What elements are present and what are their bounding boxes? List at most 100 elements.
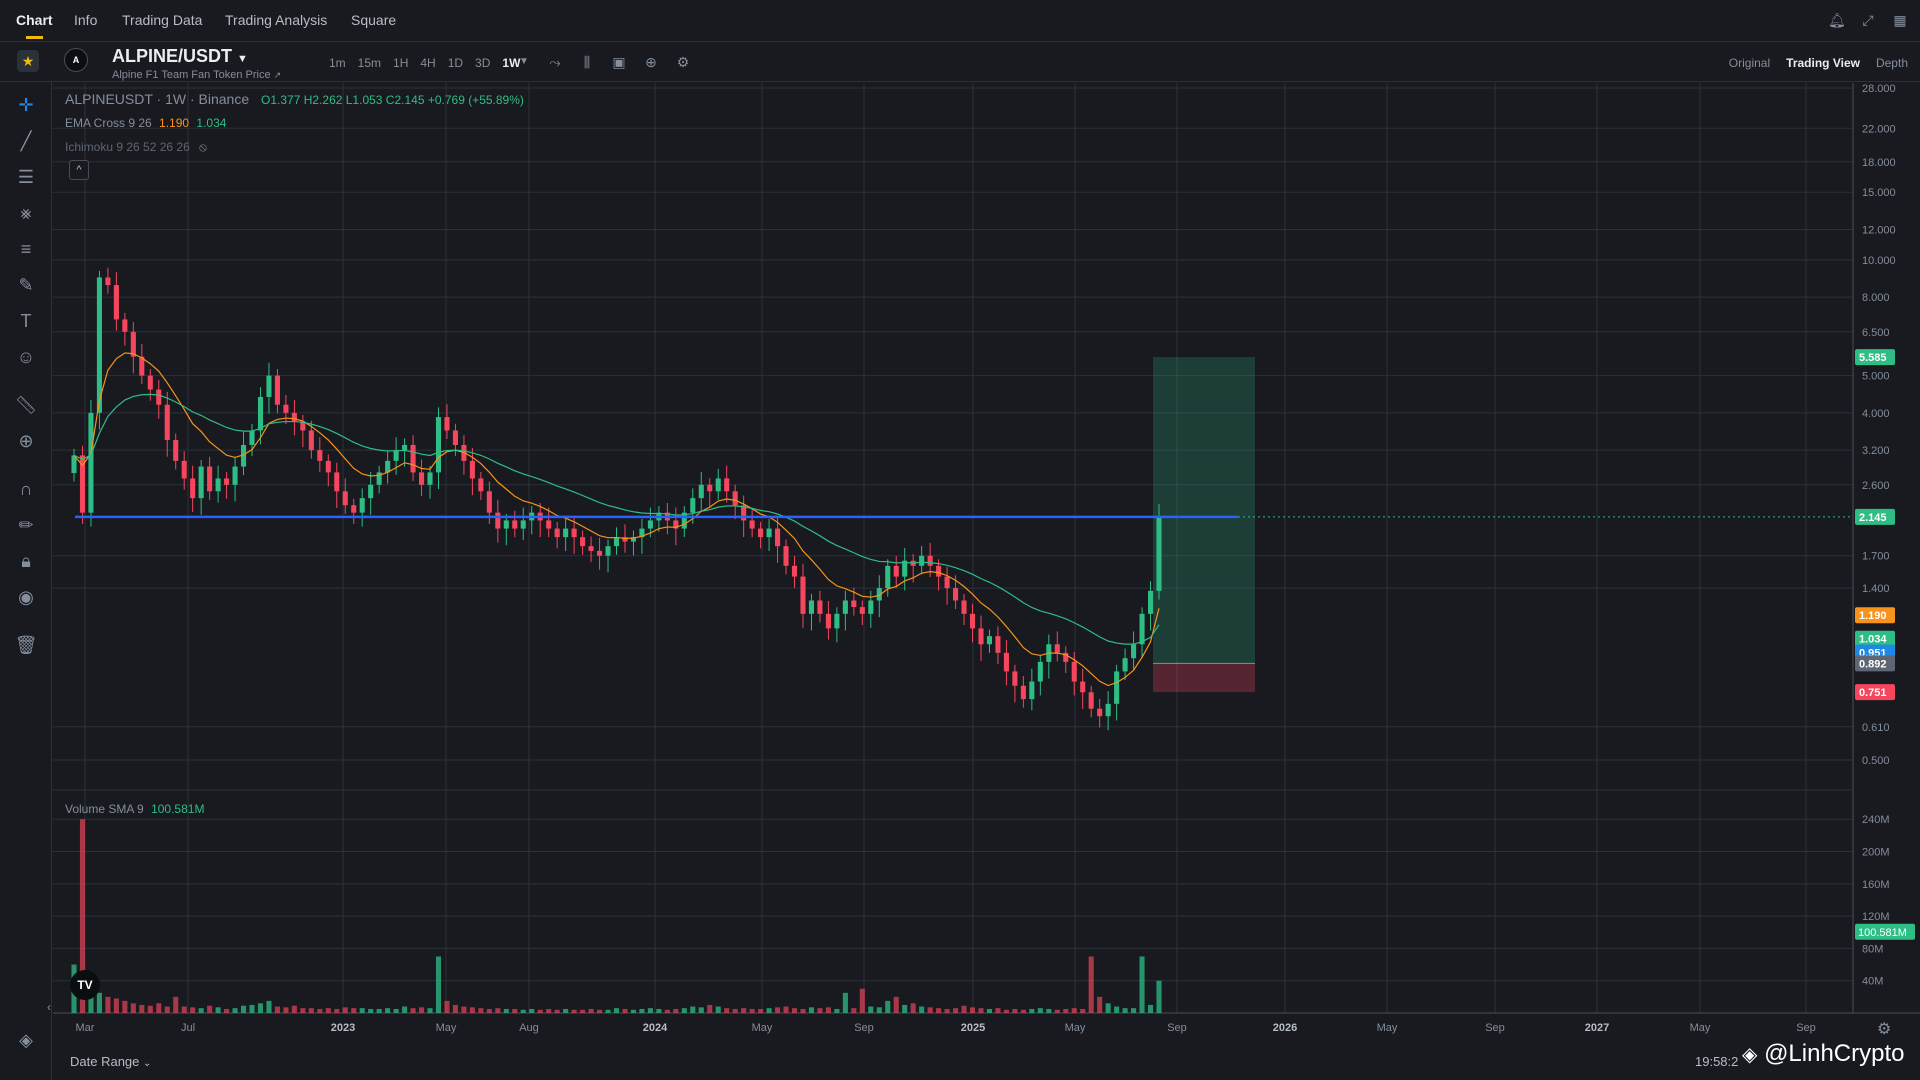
symbol-legend: ALPINEUSDT · 1W · Binance: [65, 91, 250, 107]
price-label-box: [1855, 349, 1895, 366]
time-tick-label: Sep: [854, 1022, 874, 1034]
volume-bar: [580, 1009, 586, 1013]
hidden-eye-icon[interactable]: ⦸: [199, 140, 207, 154]
interval-1w[interactable]: 1W: [502, 56, 521, 70]
volume-bar: [571, 1009, 577, 1013]
magnet-icon[interactable]: ∩: [19, 479, 33, 499]
interval-1h[interactable]: 1H: [393, 56, 409, 70]
volume-bar: [639, 1008, 645, 1013]
volume-bar: [851, 1008, 857, 1013]
candle-body: [173, 439, 179, 461]
volume-bar: [698, 1007, 704, 1013]
volume-bar: [1020, 1009, 1026, 1013]
candle-body: [1037, 661, 1043, 682]
trash-icon[interactable]: 🗑︎: [14, 635, 38, 655]
interval-1d[interactable]: 1D: [447, 56, 464, 70]
price-tick-label: 0.500: [1862, 755, 1890, 767]
tab-trading-analysis[interactable]: Trading Analysis: [225, 12, 328, 28]
brush-icon[interactable]: ✎: [18, 275, 34, 295]
date-range-button[interactable]: Date Range ⌄: [70, 1054, 151, 1069]
emoji-icon[interactable]: ☺: [16, 347, 36, 367]
candle-body: [427, 472, 433, 485]
tab-trading-data[interactable]: Trading Data: [122, 12, 203, 28]
volume-bar: [334, 1008, 340, 1013]
volume-tick-label: 80M: [1862, 943, 1883, 955]
volume-bar: [291, 1005, 297, 1013]
collapse-icon[interactable]: ⤢: [1862, 12, 1874, 28]
settings-icon[interactable]: ⚙: [676, 54, 690, 70]
tab-chart[interactable]: Chart: [16, 12, 53, 39]
volume-bar: [800, 1008, 806, 1013]
volume-bar: [1122, 1008, 1128, 1013]
fib-icon[interactable]: ≡: [20, 239, 32, 259]
horizontal-lines-icon[interactable]: ☰: [17, 167, 35, 187]
view-trading-view[interactable]: Trading View: [1786, 56, 1860, 70]
ema-legend[interactable]: EMA Cross 9 26 1.190 1.034: [65, 116, 226, 130]
view-original[interactable]: Original: [1728, 56, 1771, 70]
crosshair-icon[interactable]: ✛: [18, 95, 34, 115]
lock-drawing-icon[interactable]: ✏: [18, 515, 34, 535]
volume-bar: [673, 1008, 679, 1013]
view-depth[interactable]: Depth: [1875, 56, 1908, 70]
candle-body: [1012, 671, 1018, 686]
ema-label: EMA Cross 9 26: [65, 116, 152, 130]
volume-bar: [325, 1008, 331, 1013]
candle-body: [1147, 590, 1154, 614]
tab-square[interactable]: Square: [351, 12, 397, 28]
volume-bar: [936, 1008, 942, 1013]
layout-grid-icon[interactable]: ▦: [1893, 12, 1907, 28]
tab-info[interactable]: Info: [74, 12, 98, 28]
interval-1m[interactable]: 1m: [329, 56, 346, 70]
layers-icon[interactable]: ◈: [19, 1030, 33, 1050]
view-selector: Original Trading View Depth: [1729, 56, 1908, 70]
lock-icon[interactable]: 🔒︎: [21, 551, 31, 571]
candle-body: [986, 636, 993, 645]
zoom-in-icon[interactable]: ⊕: [18, 431, 34, 451]
volume-bar: [495, 1008, 501, 1013]
ruler-icon[interactable]: 📏︎: [14, 395, 38, 415]
candle-body: [1156, 516, 1162, 591]
volume-bar: [1139, 956, 1145, 1013]
ichimoku-legend[interactable]: Ichimoku 9 26 52 26 26 ⦸: [65, 140, 207, 155]
interval-dropdown-icon[interactable]: ▼: [519, 56, 529, 67]
eye-icon[interactable]: ◉: [18, 587, 34, 607]
add-indicator-icon[interactable]: ⊕: [645, 54, 657, 70]
time-tick-label: 2026: [1273, 1022, 1297, 1034]
main-legend[interactable]: ALPINEUSDT · 1W · Binance O1.377 H2.262 …: [65, 91, 524, 107]
interval-4h[interactable]: 4H: [420, 56, 436, 70]
scroll-left-icon[interactable]: ‹: [47, 1000, 51, 1014]
volume-bar: [1046, 1008, 1052, 1013]
time-tick-label: Jul: [181, 1022, 195, 1034]
volume-bar: [613, 1008, 620, 1013]
pair-subtitle[interactable]: Alpine F1 Team Fan Token Price ↗: [112, 69, 281, 81]
volume-bar: [520, 1009, 526, 1013]
interval-15m[interactable]: 15m: [357, 56, 382, 70]
camera-icon[interactable]: ▣: [612, 54, 626, 70]
caret-down-icon: ▼: [237, 53, 248, 65]
symbol-selector[interactable]: ALPINE/USDT ▼: [112, 46, 248, 67]
volume-bar: [190, 1007, 196, 1013]
candle-body: [156, 389, 162, 405]
axis-settings-icon[interactable]: ⚙: [1877, 1021, 1892, 1038]
price-tick-label: 18.000: [1862, 157, 1896, 169]
volume-label-box: [1855, 923, 1915, 940]
favorite-star-icon[interactable]: ★: [17, 50, 39, 72]
trendline-icon[interactable]: ╱: [20, 131, 32, 151]
candle-type-icon[interactable]: ⫼: [583, 54, 591, 70]
candle-body: [639, 528, 645, 538]
text-tool-icon[interactable]: T: [20, 311, 32, 331]
candle-body: [613, 537, 620, 547]
interval-3d[interactable]: 3D: [475, 56, 491, 70]
candle-body: [563, 528, 569, 538]
volume-bar: [1037, 1008, 1043, 1013]
volume-bar: [622, 1008, 628, 1013]
price-label-box: [1855, 630, 1895, 647]
bell-icon[interactable]: 🔔︎: [1828, 12, 1846, 28]
indicator-chart-icon[interactable]: ⤳: [549, 54, 561, 70]
candle-body: [342, 491, 348, 506]
pattern-icon[interactable]: ⨳: [20, 203, 32, 223]
volume-legend[interactable]: Volume SMA 9 100.581M: [65, 802, 204, 816]
collapse-legend-button[interactable]: ^: [69, 160, 89, 180]
volume-bar: [724, 1008, 730, 1013]
